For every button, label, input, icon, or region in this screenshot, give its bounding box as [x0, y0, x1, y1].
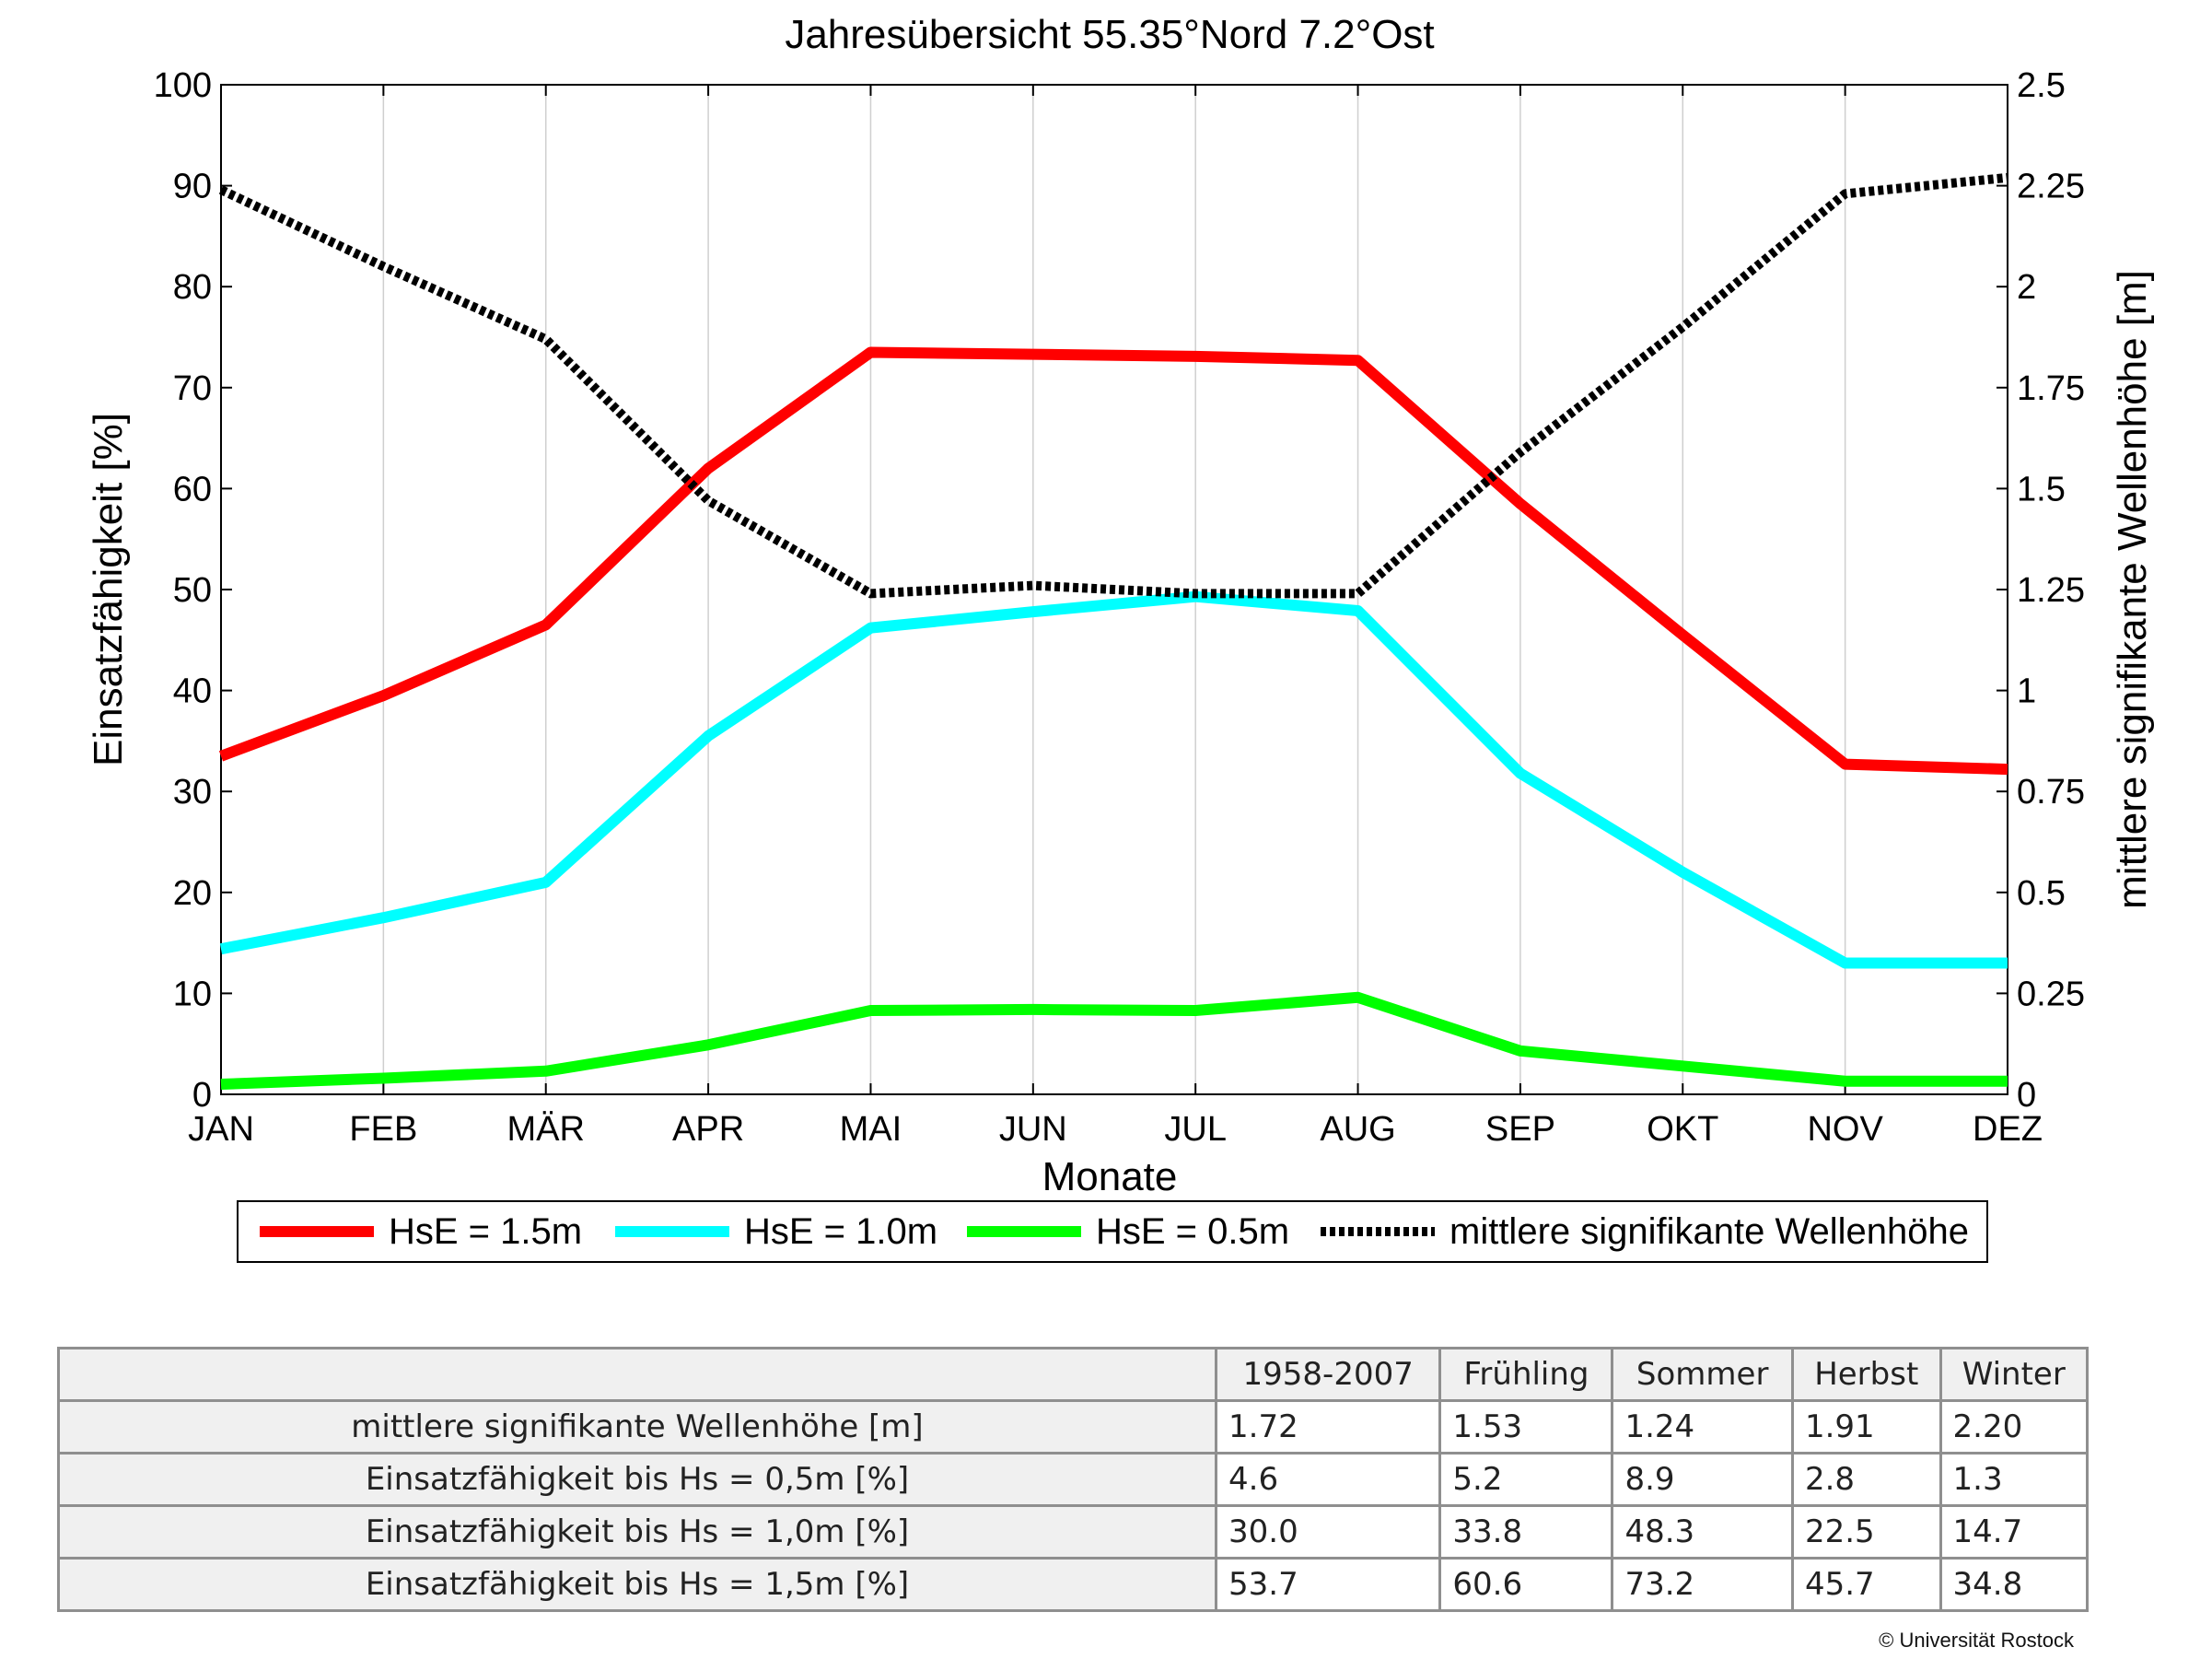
x-axis-label: Monate: [1042, 1154, 1178, 1199]
y-axis-label-left: Einsatzfähigkeit [%]: [86, 413, 131, 766]
x-tick-label: SEP: [1485, 1110, 1555, 1149]
y-right-tick-label: 0.5: [2017, 874, 2066, 913]
y-right-tick-label: 1: [2017, 672, 2036, 711]
table-cell: 34.8: [1938, 1557, 2090, 1612]
legend-box: [237, 1200, 1988, 1263]
y-right-tick-label: 2.25: [2017, 168, 2085, 206]
table-cell: 4.6: [1214, 1452, 1442, 1507]
row-label: Einsatzfähigkeit bis Hs = 1,0m [%]: [57, 1504, 1217, 1560]
table-cell: 5.2: [1438, 1452, 1614, 1507]
y-tick-label: 90: [173, 168, 212, 206]
column-header: 1958-2007: [1214, 1347, 1442, 1402]
x-tick-label: MAI: [840, 1110, 902, 1149]
row-label: Einsatzfähigkeit bis Hs = 1,5m [%]: [57, 1557, 1217, 1612]
y-tick-label: 80: [173, 268, 212, 307]
x-tick-label: DEZ: [1973, 1110, 2043, 1149]
table-cell: 48.3: [1611, 1504, 1794, 1560]
x-tick-label: APR: [672, 1110, 744, 1149]
legend-label: HsE = 1.5m: [389, 1211, 582, 1252]
y-right-tick-label: 0.75: [2017, 773, 2085, 812]
table-cell: 45.7: [1790, 1557, 1942, 1612]
series-lines: [218, 172, 2008, 1091]
table-header-row: 1958-2007 Frühling Sommer Herbst Winter: [57, 1347, 2090, 1402]
column-header: Winter: [1938, 1347, 2090, 1402]
table-row: mittlere signifikante Wellenhöhe [m] 1.7…: [57, 1399, 2090, 1455]
x-tick-label: JUN: [999, 1110, 1067, 1149]
y-tick-label: 50: [173, 571, 212, 610]
series-line: [218, 172, 2008, 599]
x-tick-label: MÄR: [507, 1110, 585, 1149]
table-cell: 1.91: [1790, 1399, 1942, 1455]
x-tick-label: JAN: [188, 1110, 254, 1149]
x-tick-label: OKT: [1647, 1110, 1718, 1149]
y-right-tick-label: 0: [2017, 1076, 2036, 1115]
column-header: Frühling: [1438, 1347, 1614, 1402]
table-cell: 2.20: [1938, 1399, 2090, 1455]
table-cell: 22.5: [1790, 1504, 1942, 1560]
table-cell: 1.53: [1438, 1399, 1614, 1455]
table-cell: 8.9: [1611, 1452, 1794, 1507]
y-right-tick-label: 1.25: [2017, 571, 2085, 610]
x-tick-label: AUG: [1320, 1110, 1395, 1149]
summary-table-container: 1958-2007 Frühling Sommer Herbst Winter …: [57, 1347, 2090, 1612]
x-tick-label: JUL: [1164, 1110, 1227, 1149]
legend-label: HsE = 1.0m: [744, 1211, 937, 1252]
y-right-tick-label: 2: [2017, 268, 2036, 307]
summary-table: 1958-2007 Frühling Sommer Herbst Winter …: [57, 1347, 2090, 1612]
y-tick-label: 30: [173, 773, 212, 812]
legend-label: HsE = 0.5m: [1096, 1211, 1289, 1252]
row-label: Einsatzfähigkeit bis Hs = 0,5m [%]: [57, 1452, 1217, 1507]
y-axis-label-right: mittlere signifikante Wellenhöhe [m]: [2110, 270, 2155, 909]
y-tick-label: 100: [154, 66, 212, 105]
y-right-tick-label: 0.25: [2017, 975, 2085, 1013]
row-label: mittlere signifikante Wellenhöhe [m]: [57, 1399, 1217, 1455]
left-y-axis: 0 10 20 30 40 50 60 70 80 90 100: [154, 66, 2008, 1115]
y-tick-label: 0: [192, 1076, 212, 1115]
copyright-note: © Universität Rostock: [1879, 1629, 2074, 1652]
y-tick-label: 60: [173, 470, 212, 508]
x-tick-label: FEB: [349, 1110, 417, 1149]
y-tick-label: 10: [173, 975, 212, 1013]
legend: HsE = 1.5m HsE = 1.0m HsE = 0.5m mittlere s…: [237, 1200, 1988, 1263]
y-right-tick-label: 1.5: [2017, 470, 2066, 508]
y-tick-label: 70: [173, 369, 212, 408]
legend-label: mittlere signifikante Wellenhöhe: [1449, 1211, 1969, 1252]
column-header: Herbst: [1790, 1347, 1942, 1402]
table-cell: 1.72: [1214, 1399, 1442, 1455]
table-cell: 33.8: [1438, 1504, 1614, 1560]
table-cell: 1.3: [1938, 1452, 2090, 1507]
table-cell: 14.7: [1938, 1504, 2090, 1560]
y-right-tick-label: 2.5: [2017, 66, 2066, 105]
chart-title: Jahresübersicht 55.35°Nord 7.2°Ost: [785, 12, 1434, 57]
table-cell: 1.24: [1611, 1399, 1794, 1455]
table-corner-cell: [57, 1347, 1217, 1402]
table-cell: 53.7: [1214, 1557, 1442, 1612]
table-cell: 73.2: [1611, 1557, 1794, 1612]
table-cell: 30.0: [1214, 1504, 1442, 1560]
series-line: [218, 346, 2008, 776]
table-row: Einsatzfähigkeit bis Hs = 1,0m [%] 30.0 …: [57, 1504, 2090, 1560]
table-cell: 60.6: [1438, 1557, 1614, 1612]
x-axis: JAN FEB MÄR APR MAI JUN JUL AUG SEP OKT NOV DEZ: [188, 85, 2043, 1149]
wave-chart: Jahresübersicht 55.35°Nord 7.2°Ost 01020…: [86, 12, 2155, 1263]
table-row: Einsatzfähigkeit bis Hs = 1,5m [%] 53.7 …: [57, 1557, 2090, 1612]
column-header: Sommer: [1611, 1347, 1794, 1402]
y-tick-label: 40: [173, 672, 212, 711]
y-tick-label: 20: [173, 874, 212, 913]
series-line: [220, 991, 2008, 1091]
table-row: Einsatzfähigkeit bis Hs = 0,5m [%] 4.6 5…: [57, 1452, 2090, 1507]
y-right-tick-label: 1.75: [2017, 369, 2085, 408]
right-y-axis: 0 0.25 0.5 0.75 1 1.25 1.5 1.75 2 2.25 2.5: [2017, 66, 2085, 1115]
series-line: [219, 590, 2008, 969]
table-cell: 2.8: [1790, 1452, 1942, 1507]
x-tick-label: NOV: [1807, 1110, 1883, 1149]
